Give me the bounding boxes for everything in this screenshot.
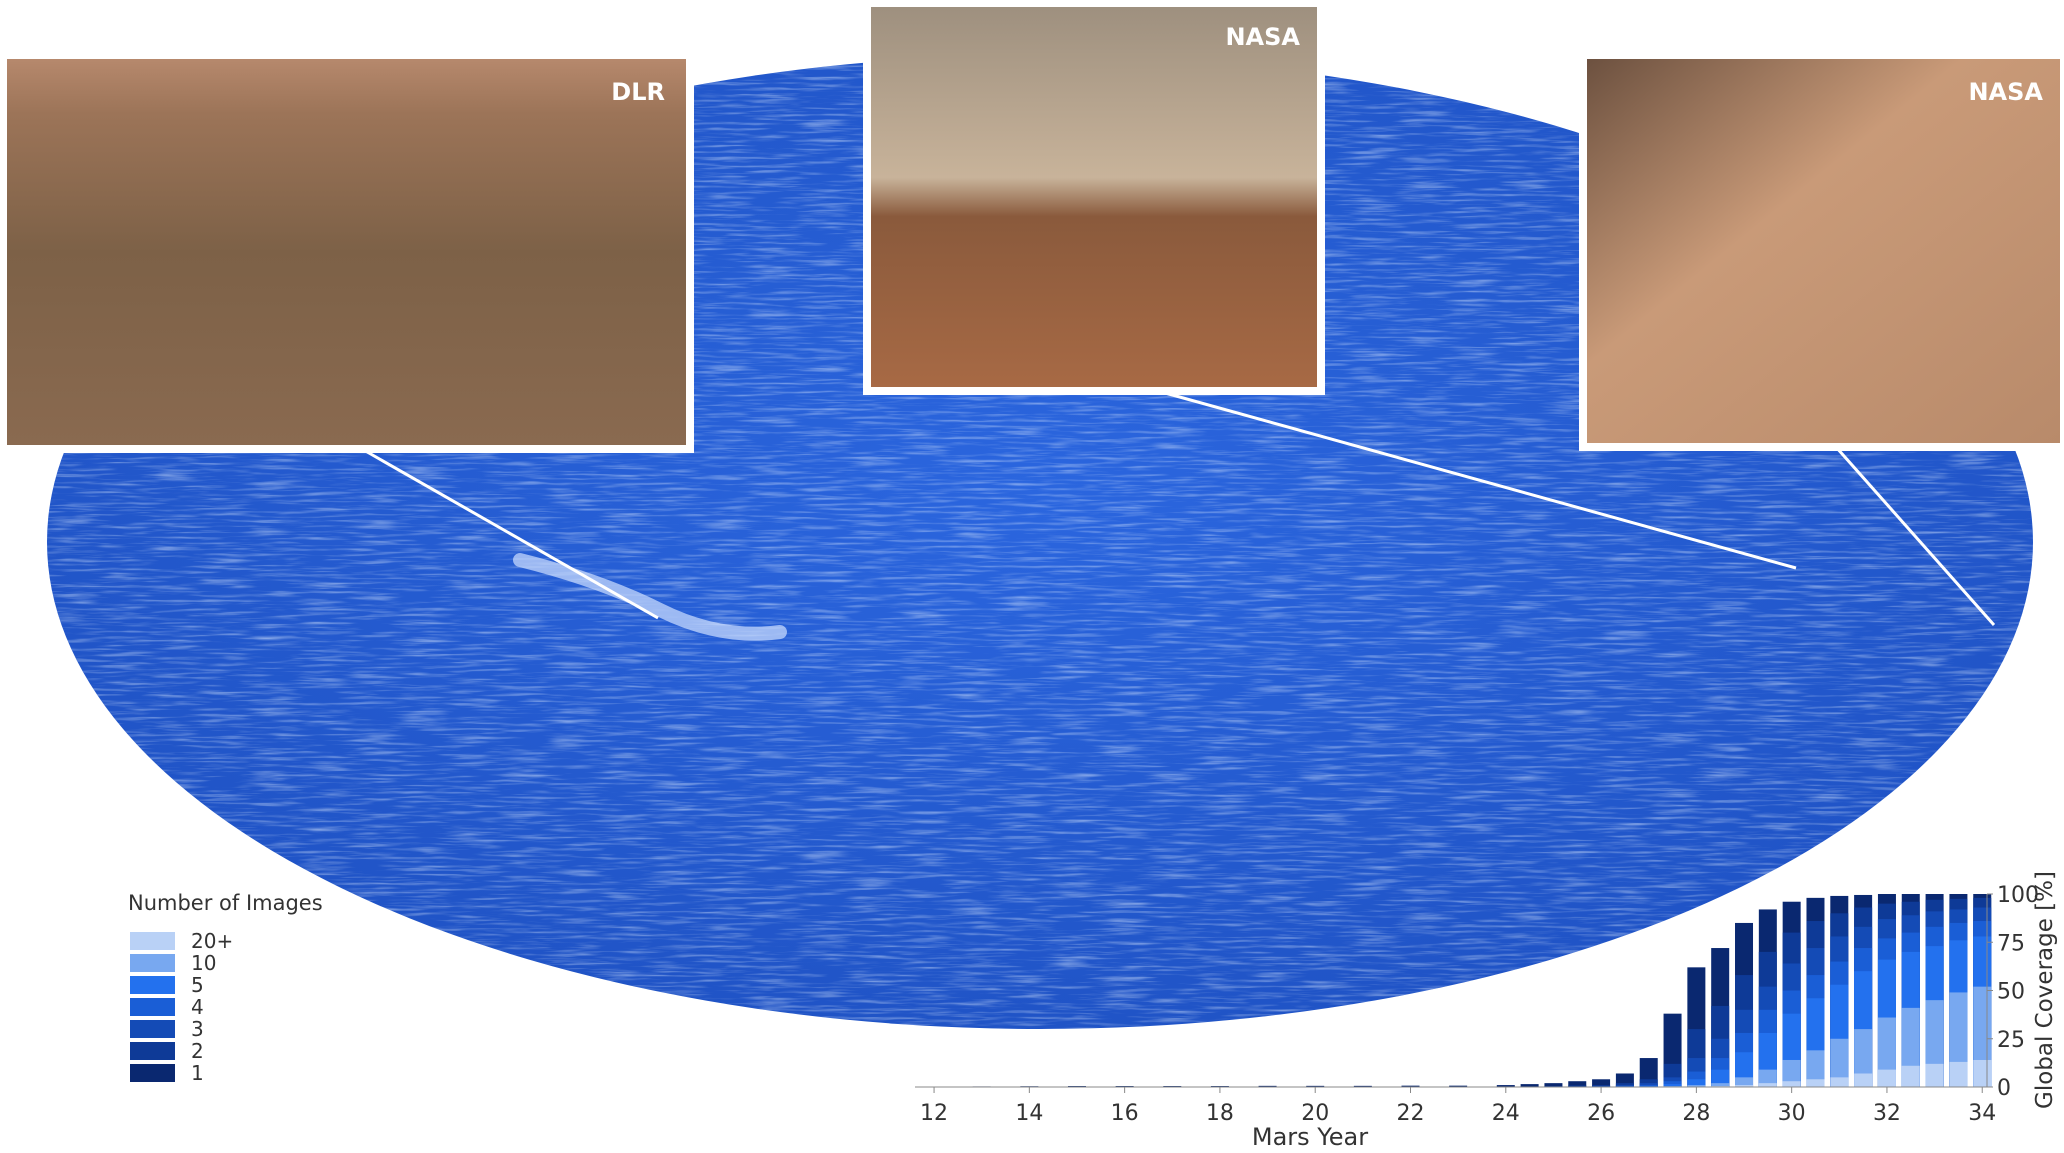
x-tick-label: 32 <box>1873 1101 1901 1126</box>
photo-credit: NASA <box>1968 78 2043 106</box>
legend-label: 20+ <box>191 929 233 953</box>
legend-swatch <box>130 976 175 994</box>
bar <box>1973 1060 1991 1087</box>
legend-swatch <box>130 1020 175 1038</box>
x-tick-label: 28 <box>1682 1101 1710 1126</box>
photo-credit: NASA <box>1225 23 1300 51</box>
y-tick-label: 100 <box>1997 883 2039 908</box>
y-tick-label: 75 <box>1997 931 2025 956</box>
bar <box>1783 1081 1801 1087</box>
y-tick-label: 50 <box>1997 980 2025 1005</box>
legend-swatch <box>130 954 175 972</box>
bar <box>1830 1077 1848 1087</box>
page: DLR NASA NASA Number of Images Mars Year… <box>0 0 2064 1149</box>
x-tick-label: 26 <box>1587 1101 1615 1126</box>
legend-label: 3 <box>191 1017 204 1041</box>
x-tick-label: 16 <box>1111 1101 1139 1126</box>
legend-title: Number of Images <box>128 891 323 915</box>
x-tick-label: 30 <box>1778 1101 1806 1126</box>
bar <box>1806 1079 1824 1087</box>
legend-swatch <box>130 932 175 950</box>
legend-swatch <box>130 998 175 1016</box>
legend-label: 2 <box>191 1039 204 1063</box>
bar <box>1949 1062 1967 1087</box>
legend-swatch <box>130 1042 175 1060</box>
legend-label: 4 <box>191 995 204 1019</box>
y-tick-label: 25 <box>1997 1028 2025 1053</box>
bar <box>1926 1064 1944 1087</box>
bar <box>1854 1073 1872 1087</box>
y-tick-label: 0 <box>1997 1076 2011 1101</box>
x-tick-label: 18 <box>1206 1101 1234 1126</box>
x-tick-label: 22 <box>1397 1101 1425 1126</box>
rover-photo <box>1583 55 2064 447</box>
figure: DLR NASA NASA Number of Images Mars Year… <box>0 0 2064 1149</box>
legend-label: 10 <box>191 951 216 975</box>
bar <box>1902 1066 1920 1087</box>
photo-credit: DLR <box>611 78 665 106</box>
x-axis-label: Mars Year <box>1252 1123 1368 1149</box>
rover-photo <box>867 3 1321 391</box>
x-tick-label: 24 <box>1492 1101 1520 1126</box>
legend-label: 5 <box>191 973 204 997</box>
x-tick-label: 14 <box>1015 1101 1043 1126</box>
x-tick-label: 34 <box>1968 1101 1996 1126</box>
canyon-photo <box>3 55 690 449</box>
x-tick-label: 20 <box>1301 1101 1329 1126</box>
legend-label: 1 <box>191 1061 204 1085</box>
x-tick-label: 12 <box>920 1101 948 1126</box>
bar <box>1878 1070 1896 1087</box>
bar <box>1759 1083 1777 1087</box>
legend-swatch <box>130 1064 175 1082</box>
